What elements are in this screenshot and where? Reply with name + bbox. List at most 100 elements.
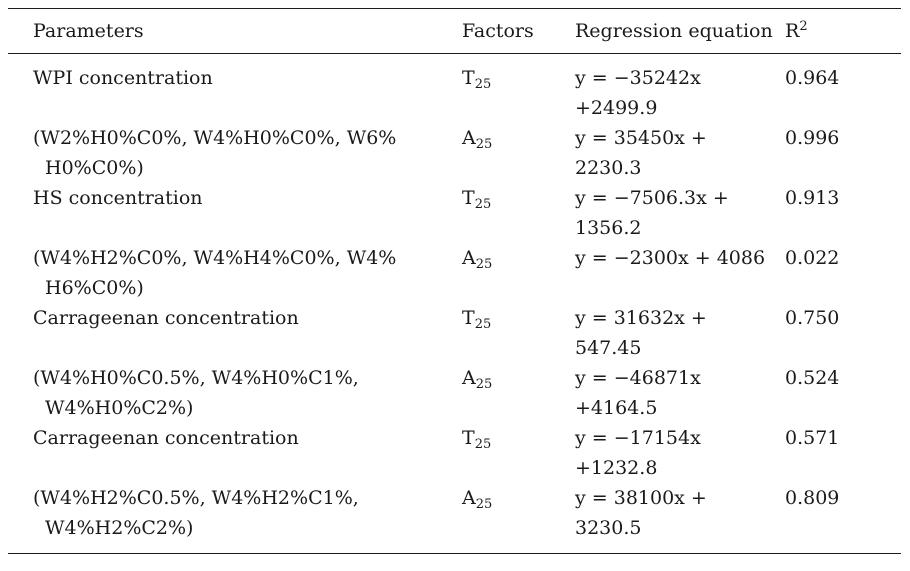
table-row: (W4%H2%C0%, W4%H4%C0%, W4% H6%C0%) A25 y…: [8, 243, 901, 303]
factor-cell: A25: [462, 483, 575, 513]
equation-line-2: 3230.5: [575, 517, 642, 539]
equation-line-1: y = −17154x: [575, 427, 701, 449]
equation-line-1: y = −7506.3x +: [575, 187, 729, 209]
factor-subscript: 25: [475, 497, 493, 512]
factor-subscript: 25: [475, 377, 493, 392]
factor-cell: T25: [462, 423, 575, 453]
factor-cell: T25: [462, 303, 575, 333]
header-r-squared-exponent: 2: [799, 19, 808, 34]
parameter-line-1: (W2%H0%C0%, W4%H0%C0%, W6%: [33, 127, 397, 149]
table-row: HS concentration T25 y = −7506.3x + 1356…: [8, 183, 901, 243]
table-row: (W4%H0%C0.5%, W4%H0%C1%, W4%H0%C2%) A25 …: [8, 363, 901, 423]
table-row: Carrageenan concentration T25 y = 31632x…: [8, 303, 901, 363]
header-factors: Factors: [462, 16, 575, 46]
equation-line-1: y = −46871x: [575, 367, 701, 389]
parameter-cell: WPI concentration: [8, 63, 462, 123]
factor-symbol: T: [462, 187, 475, 209]
equation-line-2: +4164.5: [575, 397, 658, 419]
parameter-line-1: (W4%H0%C0.5%, W4%H0%C1%,: [33, 367, 359, 389]
table-row: (W2%H0%C0%, W4%H0%C0%, W6% H0%C0%) A25 y…: [8, 123, 901, 183]
parameter-line-1: HS concentration: [33, 187, 203, 209]
parameter-line-1: Carrageenan concentration: [33, 307, 299, 329]
parameter-cell: HS concentration: [8, 183, 462, 243]
parameter-line-2: W4%H0%C2%): [45, 397, 194, 419]
equation-cell: y = −35242x +2499.9: [575, 63, 785, 123]
factor-symbol: T: [462, 307, 475, 329]
equation-line-2: 2230.3: [575, 157, 642, 179]
parameter-cell: (W4%H2%C0.5%, W4%H2%C1%, W4%H2%C2%): [8, 483, 462, 543]
factor-subscript: 25: [474, 77, 492, 92]
equation-line-2: 547.45: [575, 337, 642, 359]
equation-cell: y = −17154x +1232.8: [575, 423, 785, 483]
table-body: WPI concentration T25 y = −35242x +2499.…: [8, 54, 901, 553]
regression-table: Parameters Factors Regression equation R…: [8, 8, 901, 554]
equation-line-2: +2499.9: [575, 97, 658, 119]
equation-line-1: y = 38100x +: [575, 487, 707, 509]
parameter-cell: (W4%H2%C0%, W4%H4%C0%, W4% H6%C0%): [8, 243, 462, 303]
factor-symbol: A: [462, 487, 476, 509]
factor-symbol: A: [462, 247, 476, 269]
factor-symbol: T: [462, 427, 475, 449]
r-squared-value: 0.524: [785, 367, 840, 389]
parameter-line-2: W4%H2%C2%): [45, 517, 194, 539]
parameter-line-2: H6%C0%): [45, 277, 144, 299]
equation-line-1: y = 31632x +: [575, 307, 707, 329]
factor-subscript: 25: [474, 197, 492, 212]
parameter-line-1: (W4%H2%C0.5%, W4%H2%C1%,: [33, 487, 359, 509]
equation-line-1: y = 35450x +: [575, 127, 707, 149]
parameter-line-2: [33, 333, 462, 363]
equation-cell: y = −7506.3x + 1356.2: [575, 183, 785, 243]
factor-cell: T25: [462, 183, 575, 213]
parameter-cell: (W4%H0%C0.5%, W4%H0%C1%, W4%H0%C2%): [8, 363, 462, 423]
r-squared-value: 0.750: [785, 307, 840, 329]
factor-cell: A25: [462, 123, 575, 153]
header-parameters-label: Parameters: [33, 20, 144, 42]
header-r-squared-base: R: [785, 20, 800, 42]
r-squared-value: 0.809: [785, 487, 840, 509]
factor-subscript: 25: [475, 257, 493, 272]
parameter-line-2: H0%C0%): [45, 157, 144, 179]
table-row: WPI concentration T25 y = −35242x +2499.…: [8, 63, 901, 123]
parameter-cell: Carrageenan concentration: [8, 303, 462, 363]
factor-symbol: A: [462, 127, 476, 149]
r-squared-value: 0.996: [785, 127, 840, 149]
parameter-line-1: Carrageenan concentration: [33, 427, 299, 449]
header-regression-equation: Regression equation: [575, 16, 785, 46]
factor-subscript: 25: [475, 137, 493, 152]
parameter-line-2: [33, 93, 462, 123]
equation-line-2: 1356.2: [575, 217, 642, 239]
equation-cell: y = −2300x + 4086: [575, 243, 785, 303]
equation-cell: y = 35450x + 2230.3: [575, 123, 785, 183]
parameter-line-1: (W4%H2%C0%, W4%H4%C0%, W4%: [33, 247, 397, 269]
table-header-row: Parameters Factors Regression equation R…: [8, 9, 901, 54]
parameter-cell: (W2%H0%C0%, W4%H0%C0%, W6% H0%C0%): [8, 123, 462, 183]
parameter-line-2: [33, 453, 462, 483]
header-factors-label: Factors: [462, 20, 534, 42]
equation-cell: y = −46871x +4164.5: [575, 363, 785, 423]
header-parameters: Parameters: [8, 16, 462, 46]
header-r-squared: R2: [785, 16, 901, 46]
parameter-line-1: WPI concentration: [33, 67, 213, 89]
equation-cell: y = 31632x + 547.45: [575, 303, 785, 363]
factor-cell: A25: [462, 363, 575, 393]
factor-cell: T25: [462, 63, 575, 93]
table-row: Carrageenan concentration T25 y = −17154…: [8, 423, 901, 483]
parameter-line-2: [33, 213, 462, 243]
equation-line-2: [575, 273, 785, 303]
equation-line-1: y = −2300x + 4086: [575, 247, 766, 269]
r-squared-value: 0.913: [785, 187, 840, 209]
equation-cell: y = 38100x + 3230.5: [575, 483, 785, 543]
factor-subscript: 25: [474, 317, 492, 332]
r-squared-value: 0.022: [785, 247, 840, 269]
r-squared-value: 0.964: [785, 67, 840, 89]
table-row: (W4%H2%C0.5%, W4%H2%C1%, W4%H2%C2%) A25 …: [8, 483, 901, 543]
equation-line-2: +1232.8: [575, 457, 658, 479]
factor-symbol: A: [462, 367, 476, 389]
factor-cell: A25: [462, 243, 575, 273]
factor-symbol: T: [462, 67, 475, 89]
parameter-cell: Carrageenan concentration: [8, 423, 462, 483]
r-squared-value: 0.571: [785, 427, 840, 449]
factor-subscript: 25: [474, 437, 492, 452]
header-regression-equation-label: Regression equation: [575, 20, 773, 42]
